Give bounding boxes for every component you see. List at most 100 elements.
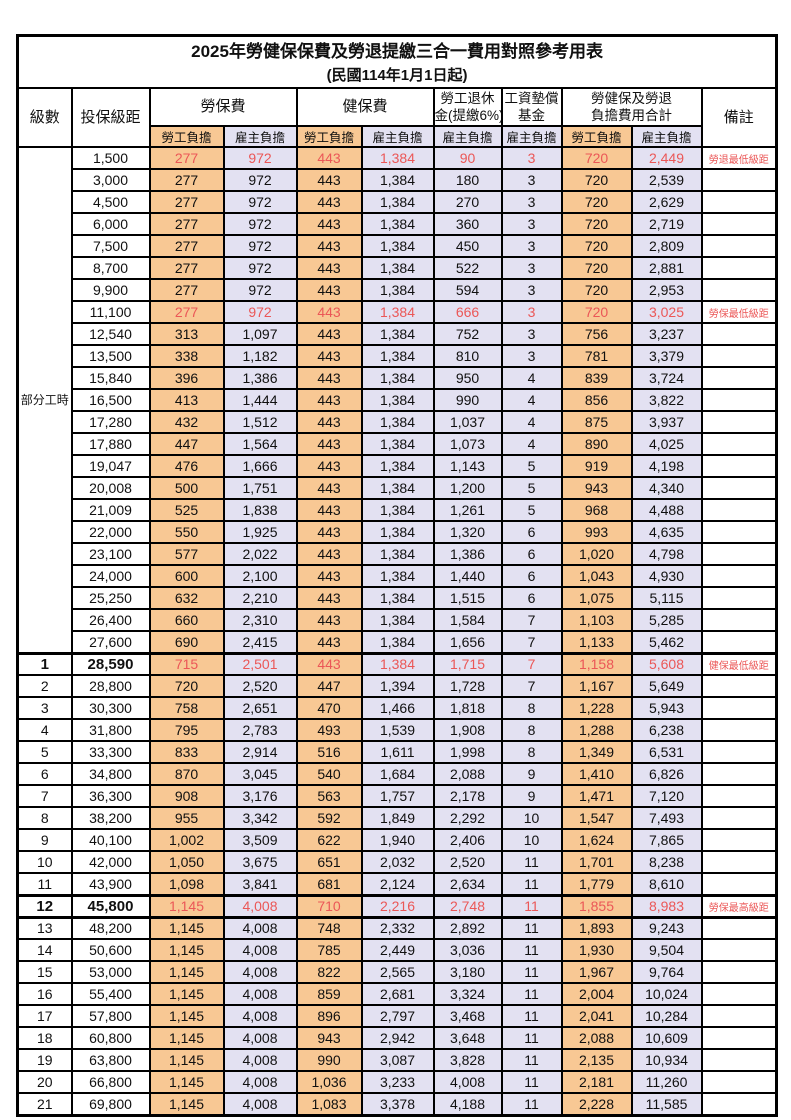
value-cell: 1,384 [360, 322, 435, 346]
value-cell: 11 [500, 1070, 563, 1094]
value-cell: 2,406 [432, 828, 503, 852]
bracket-cell: 53,000 [70, 960, 151, 984]
subheader-total-employer: 雇主負擔 [630, 125, 703, 148]
value-cell: 1,893 [560, 916, 633, 940]
value-cell: 756 [560, 322, 633, 346]
value-cell: 2,332 [360, 916, 435, 940]
value-cell: 681 [295, 872, 363, 896]
value-cell: 720 [560, 234, 633, 258]
bracket-cell: 45,800 [70, 893, 151, 919]
value-cell: 277 [148, 168, 225, 192]
value-cell: 360 [432, 212, 503, 236]
value-cell: 1,167 [560, 674, 633, 698]
value-cell: 1,666 [222, 454, 298, 478]
value-cell: 443 [295, 454, 363, 478]
value-cell: 972 [222, 190, 298, 214]
value-cell: 1,998 [432, 740, 503, 764]
value-cell: 1,158 [560, 651, 633, 676]
value-cell: 6,238 [630, 718, 703, 742]
value-cell: 1,043 [560, 564, 633, 588]
value-cell: 4,008 [222, 916, 298, 940]
table-row: 9 40,100 1,002 3,509 622 1,940 2,406 10 1,624 7,8… [16, 828, 778, 852]
level-cell: 16 [16, 982, 73, 1006]
remark-cell [700, 850, 778, 874]
level-cell: 7 [16, 784, 73, 808]
remark-cell [700, 762, 778, 786]
value-cell: 943 [560, 476, 633, 500]
value-cell: 4 [500, 388, 563, 412]
header-wage-fund: 工資墊償 基金 [500, 87, 563, 127]
bracket-cell: 27,600 [70, 630, 151, 654]
value-cell: 660 [148, 608, 225, 632]
value-cell: 1,145 [148, 1092, 225, 1116]
value-cell: 9 [500, 784, 563, 808]
bracket-cell: 42,000 [70, 850, 151, 874]
value-cell: 1,384 [360, 234, 435, 258]
value-cell: 972 [222, 278, 298, 302]
value-cell: 1,145 [148, 1004, 225, 1028]
value-cell: 2,449 [360, 938, 435, 962]
value-cell: 450 [432, 234, 503, 258]
value-cell: 476 [148, 454, 225, 478]
value-cell: 443 [295, 256, 363, 280]
value-cell: 4,930 [630, 564, 703, 588]
value-cell: 2,783 [222, 718, 298, 742]
level-cell: 2 [16, 674, 73, 698]
header-bracket: 投保級距 [70, 87, 151, 148]
value-cell: 90 [432, 146, 503, 170]
level-cell: 21 [16, 1092, 73, 1116]
value-cell: 11 [500, 960, 563, 984]
value-cell: 720 [560, 146, 633, 170]
value-cell: 651 [295, 850, 363, 874]
value-cell: 470 [295, 696, 363, 720]
bracket-cell: 28,590 [70, 651, 151, 676]
value-cell: 2,088 [432, 762, 503, 786]
value-cell: 1,145 [148, 916, 225, 940]
table-row: 19,047 476 1,666 443 1,384 1,143 5 919 4,198 [18, 454, 778, 478]
remark-cell [700, 982, 778, 1006]
value-cell: 1,512 [222, 410, 298, 434]
value-cell: 2,088 [560, 1026, 633, 1050]
value-cell: 7,120 [630, 784, 703, 808]
value-cell: 8 [500, 740, 563, 764]
value-cell: 4,008 [222, 1026, 298, 1050]
table-row: 27,600 690 2,415 443 1,384 1,656 7 1,133 5,462 [18, 630, 778, 654]
value-cell: 3,468 [432, 1004, 503, 1028]
value-cell: 870 [148, 762, 225, 786]
value-cell: 277 [148, 146, 225, 170]
value-cell: 3,378 [360, 1092, 435, 1116]
table-row: 20 66,800 1,145 4,008 1,036 3,233 4,008 11 2,181… [16, 1070, 778, 1094]
value-cell: 3,724 [630, 366, 703, 390]
value-cell: 447 [148, 432, 225, 456]
value-cell: 1,228 [560, 696, 633, 720]
bracket-cell: 40,100 [70, 828, 151, 852]
value-cell: 990 [295, 1048, 363, 1072]
value-cell: 4,008 [222, 893, 298, 919]
value-cell: 1,349 [560, 740, 633, 764]
value-cell: 10 [500, 828, 563, 852]
value-cell: 2,228 [560, 1092, 633, 1116]
remark-cell [700, 696, 778, 720]
bracket-cell: 25,250 [70, 586, 151, 610]
value-cell: 4,635 [630, 520, 703, 544]
value-cell: 1,757 [360, 784, 435, 808]
value-cell: 1,097 [222, 322, 298, 346]
value-cell: 690 [148, 630, 225, 654]
value-cell: 2,501 [222, 651, 298, 676]
header-labor-fee: 勞保費 [148, 87, 298, 127]
value-cell: 1,384 [360, 454, 435, 478]
value-cell: 443 [295, 234, 363, 258]
value-cell: 1,145 [148, 1070, 225, 1094]
value-cell: 11 [500, 916, 563, 940]
value-cell: 5,649 [630, 674, 703, 698]
value-cell: 11 [500, 850, 563, 874]
remark-cell [700, 718, 778, 742]
level-cell: 3 [16, 696, 73, 720]
value-cell: 1,036 [295, 1070, 363, 1094]
bracket-cell: 69,800 [70, 1092, 151, 1116]
value-cell: 516 [295, 740, 363, 764]
value-cell: 4,008 [222, 982, 298, 1006]
value-cell: 1,384 [360, 256, 435, 280]
remark-cell [700, 168, 778, 192]
value-cell: 9,764 [630, 960, 703, 984]
